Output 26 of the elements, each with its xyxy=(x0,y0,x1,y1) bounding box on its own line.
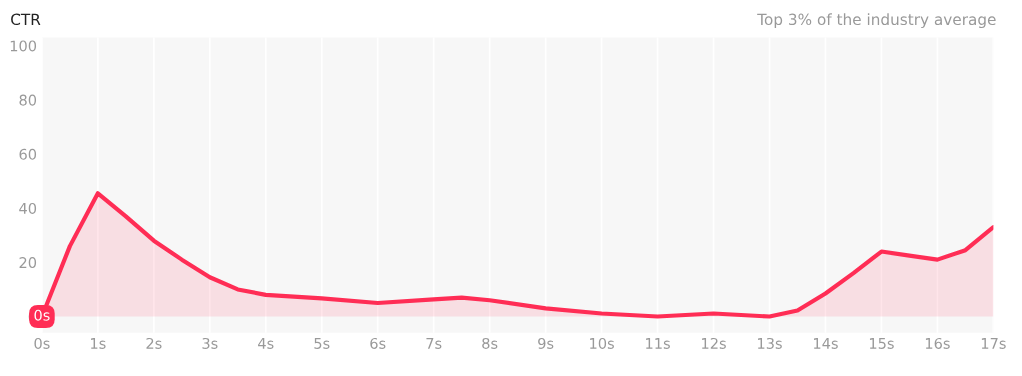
x-tick-label: 7s xyxy=(426,338,442,349)
x-tick-label: 6s xyxy=(370,337,386,349)
x-tick-label: 14s xyxy=(814,338,838,349)
chart-title: CTR xyxy=(11,13,41,26)
x-tick-label: 16s xyxy=(925,337,950,349)
x-tick-label: 1s xyxy=(91,338,106,349)
x-tick-label: 8s xyxy=(482,337,498,349)
x-tick-label: 0s xyxy=(34,337,50,349)
x-tick-label: 17s xyxy=(981,338,1006,349)
x-tick-label: 5s xyxy=(314,338,330,349)
x-tick-label: 11s xyxy=(646,338,670,349)
y-tick-label: 20 xyxy=(19,257,37,269)
chart-subtitle: Top 3% of the industry average xyxy=(757,13,996,29)
x-tick-label: 2s xyxy=(146,337,162,349)
annotation: 0s xyxy=(34,309,50,321)
y-tick-label: 80 xyxy=(19,94,37,106)
y-tick-label: 60 xyxy=(19,148,37,160)
x-tick-label: 9s xyxy=(538,337,554,349)
x-tick-label: 10s xyxy=(590,337,614,349)
y-tick-label: 100 xyxy=(10,40,37,52)
x-tick-label: 13s xyxy=(758,337,782,349)
x-tick-label: 3s xyxy=(202,337,218,349)
x-tick-label: 15s xyxy=(869,338,894,349)
x-tick-label: 4s xyxy=(258,338,274,349)
x-tick-label: 12s xyxy=(702,337,726,349)
y-tick-label: 40 xyxy=(19,202,37,214)
